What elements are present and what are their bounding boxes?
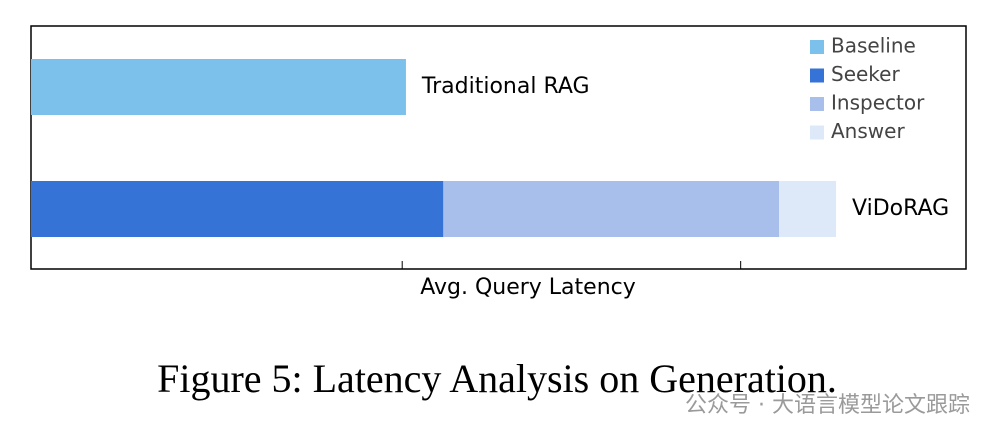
plot-frame: [30, 25, 967, 270]
caption: Figure 5: Latency Analysis on Generation…: [157, 356, 837, 401]
bar: [31, 181, 444, 237]
bar: [443, 181, 779, 237]
watermark: 公众号 · 大语言模型论文跟踪: [685, 393, 970, 418]
legend-swatch: [810, 125, 824, 140]
legend-label: Answer: [831, 119, 905, 143]
category-label: Traditional RAG: [421, 74, 590, 99]
legend-swatch: [810, 40, 824, 54]
legend-label: Baseline: [831, 34, 916, 58]
category-label: ViDoRAG: [852, 196, 949, 221]
bar: [31, 59, 406, 115]
legend-swatch: [810, 97, 824, 111]
legend-label: Inspector: [831, 91, 925, 115]
x-axis-label: Avg. Query Latency: [420, 275, 636, 300]
legend-label: Seeker: [831, 62, 900, 86]
bar: [779, 181, 837, 237]
legend-swatch: [810, 68, 824, 83]
